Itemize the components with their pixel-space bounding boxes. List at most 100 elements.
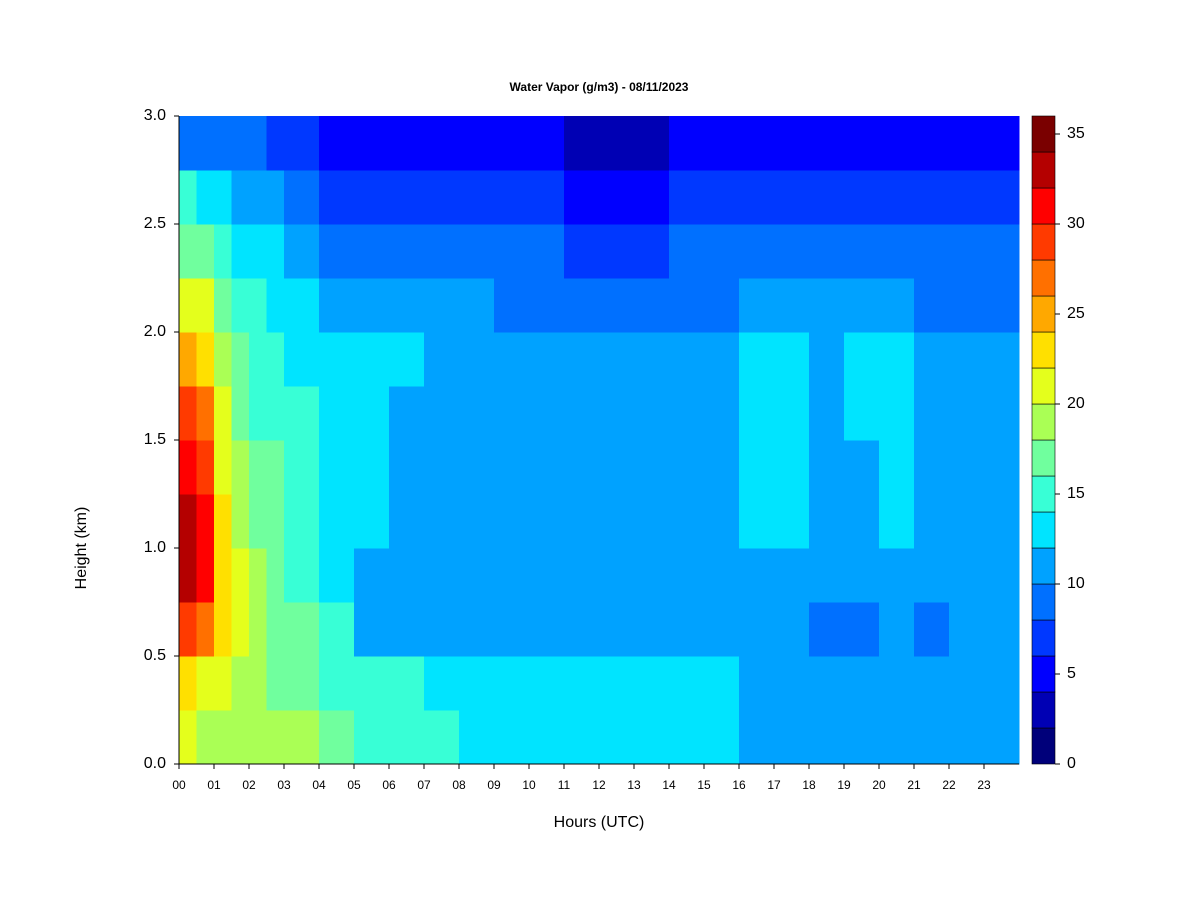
colorbar-band: [1031, 151, 1056, 189]
contour-cell: [231, 386, 250, 441]
contour-cell: [389, 494, 425, 549]
x-tick-label: 05: [347, 778, 361, 792]
contour-cell: [599, 386, 635, 441]
contour-cell: [494, 332, 530, 387]
contour-cell: [809, 440, 845, 495]
contour-cell: [949, 170, 985, 225]
contour-cell: [739, 116, 775, 171]
y-tick-label: 1.5: [144, 431, 166, 448]
contour-cell: [634, 656, 670, 711]
colorbar-tick-label: 0: [1067, 755, 1076, 772]
contour-cell: [774, 278, 810, 333]
contour-cell: [809, 170, 845, 225]
contour-cell: [844, 170, 880, 225]
contour-cell: [774, 332, 810, 387]
contour-cell: [231, 278, 250, 333]
contour-cell: [739, 332, 775, 387]
contour-cell: [879, 278, 915, 333]
contour-cell: [809, 386, 845, 441]
contour-cell: [196, 170, 215, 225]
contour-cell: [284, 116, 320, 171]
contour-cell: [389, 116, 425, 171]
contour-cell: [179, 656, 197, 711]
contour-cell: [634, 440, 670, 495]
x-tick-label: 08: [452, 778, 466, 792]
x-tick-label: 09: [487, 778, 501, 792]
contour-cell: [739, 494, 775, 549]
contour-cell: [389, 224, 425, 279]
contour-cell: [914, 224, 950, 279]
contour-cell: [214, 224, 232, 279]
contour-cell: [266, 602, 285, 657]
contour-cell: [214, 710, 232, 765]
contour-cell: [634, 494, 670, 549]
contour-cell: [284, 170, 320, 225]
contour-cell: [266, 710, 285, 765]
contour-cell: [704, 440, 740, 495]
contour-cell: [266, 386, 285, 441]
contour-cell: [844, 116, 880, 171]
contour-cell: [354, 224, 390, 279]
contour-cell: [284, 494, 320, 549]
contour-cell: [179, 494, 197, 549]
contour-cell: [634, 332, 670, 387]
contour-cell: [984, 224, 1020, 279]
contour-cell: [914, 602, 950, 657]
contour-cell: [704, 602, 740, 657]
contour-cell: [809, 656, 845, 711]
x-tick-label: 15: [697, 778, 711, 792]
contour-cell: [949, 224, 985, 279]
contour-cell: [564, 548, 600, 603]
contour-cell: [319, 440, 355, 495]
y-tick-label: 1.0: [144, 539, 166, 556]
contour-cell: [564, 116, 600, 171]
contour-cell: [564, 494, 600, 549]
contour-cell: [844, 548, 880, 603]
contour-cell: [774, 710, 810, 765]
colorbar-band: [1031, 295, 1056, 333]
contour-cell: [231, 548, 250, 603]
contour-cell: [739, 656, 775, 711]
contour-cell: [494, 602, 530, 657]
contour-cell: [214, 602, 232, 657]
colorbar-tick-label: 25: [1067, 305, 1085, 322]
contour-cell: [249, 332, 267, 387]
contour-cell: [879, 548, 915, 603]
y-tick-label: 0.5: [144, 647, 166, 664]
contour-cell: [249, 440, 267, 495]
colorbar-band: [1031, 655, 1056, 693]
colorbar-band: [1031, 187, 1056, 225]
contour-cell: [214, 116, 232, 171]
colorbar-band: [1031, 439, 1056, 477]
contour-cell: [774, 224, 810, 279]
contour-cell: [424, 440, 460, 495]
contour-cell: [844, 224, 880, 279]
contour-cell: [196, 602, 215, 657]
colorbar-tick-label: 20: [1067, 395, 1085, 412]
contour-cell: [599, 170, 635, 225]
contour-cell: [669, 494, 705, 549]
contour-cell: [231, 170, 250, 225]
contour-cell: [179, 116, 197, 171]
contour-cell: [424, 386, 460, 441]
contour-cell: [284, 656, 320, 711]
contour-field: [179, 116, 1020, 765]
contour-cell: [214, 494, 232, 549]
y-axis-label: Height (km): [73, 507, 90, 590]
contour-cell: [844, 494, 880, 549]
contour-cell: [196, 548, 215, 603]
contour-cell: [704, 656, 740, 711]
contour-cell: [389, 278, 425, 333]
contour-cell: [459, 278, 495, 333]
colorbar-band: [1031, 547, 1056, 585]
contour-cell: [669, 170, 705, 225]
contour-cell: [354, 116, 390, 171]
contour-cell: [914, 710, 950, 765]
contour-cell: [249, 170, 267, 225]
contour-cell: [984, 548, 1020, 603]
contour-cell: [354, 602, 390, 657]
colorbar-band: [1031, 367, 1056, 405]
contour-cell: [599, 224, 635, 279]
contour-cell: [389, 386, 425, 441]
